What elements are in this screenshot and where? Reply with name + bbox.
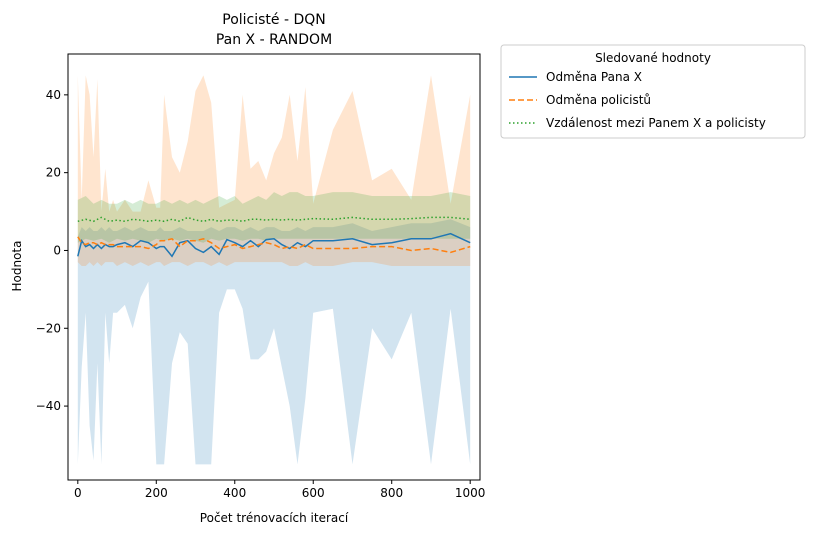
y-tick-label: −40 [36,399,61,413]
legend-box [500,44,806,139]
x-axis-label: Počet trénovacích iterací [200,511,349,525]
legend-title: Sledované hodnoty [595,51,711,65]
x-tick-label: 400 [223,486,246,500]
legend: Sledované hodnoty Odměna Pana X Odměna po… [500,44,806,139]
x-tick-label: 1000 [455,486,486,500]
x-tick-label: 600 [302,486,325,500]
y-tick-label: 0 [53,243,61,257]
chart-subtitle: Pan X - RANDOM [216,32,332,48]
legend-items: Odměna Pana X Odměna policistů Vzdálenost … [509,70,766,130]
series-0-band [77,219,471,465]
legend-label-2: Vzdálenost mezi Panem X a policisty [546,116,766,130]
series-2-line [77,216,471,223]
y-tick-label: 40 [46,88,61,102]
y-tick-label: −20 [36,321,61,335]
series-0-line [77,232,471,258]
x-tick-label: 200 [145,486,168,500]
series-1-band [77,75,471,267]
series-lines [77,216,471,258]
x-axis-ticks: 0 200 400 600 800 1000 [74,480,485,500]
series-1-line [77,236,471,254]
confidence-bands [77,75,471,465]
x-tick-label: 0 [74,486,82,500]
x-tick-label: 800 [380,486,403,500]
series-2-band [77,192,471,243]
y-axis-ticks: −40 −20 0 20 40 [36,88,68,413]
y-axis-label: Hodnota [10,241,24,292]
y-tick-label: 20 [46,166,61,180]
chart-title: Policisté - DQN [222,12,326,28]
legend-label-1: Odměna policistů [546,93,651,107]
plot-frame [67,53,481,481]
legend-label-0: Odměna Pana X [546,70,642,84]
